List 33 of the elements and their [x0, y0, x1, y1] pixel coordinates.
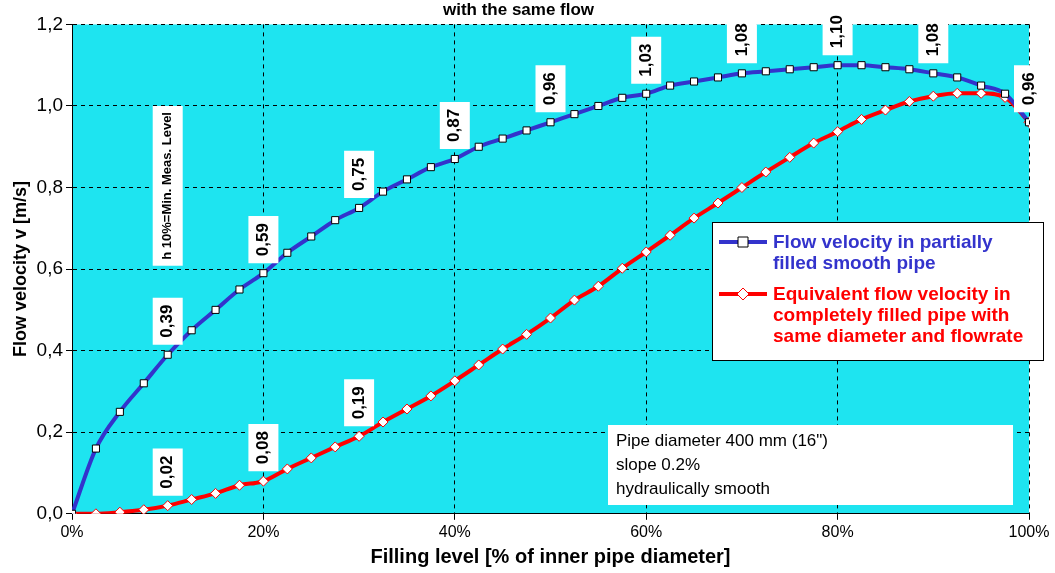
data-label: 1,08 [731, 23, 751, 57]
x-tick-label: 20% [247, 522, 280, 540]
data-label: 0,75 [348, 157, 368, 191]
chart-title: with the same flow [441, 0, 595, 19]
data-label: 0,59 [253, 223, 273, 257]
y-tick-label: 1,0 [36, 94, 64, 116]
x-axis-title: Filling level [% of inner pipe diameter] [370, 544, 731, 567]
annotation: h 10%=Min. Meas. Level [159, 112, 175, 260]
data-label: 1,08 [922, 23, 942, 57]
data-label: 0,87 [444, 108, 464, 142]
data-label: 1,10 [827, 15, 847, 49]
data-label: 1,03 [635, 43, 655, 77]
data-label: 0,96 [540, 72, 560, 106]
legend-label: Equivalent flow velocity in completely filled pipe with same diameter and flowrate [773, 283, 1025, 346]
text-box: Pipe diameter 400 mm (16") slope 0.2% hydraulically smooth [608, 425, 1013, 505]
data-label: 0,39 [157, 304, 177, 338]
y-tick-label: 0,8 [36, 175, 64, 197]
y-tick-label: 0,0 [36, 502, 64, 524]
y-tick-label: 0,6 [36, 257, 64, 279]
y-tick-label: 1,2 [36, 12, 64, 34]
data-label: 0,96 [1018, 72, 1038, 106]
y-tick-label: 0,4 [36, 338, 64, 360]
x-tick-label: 0% [60, 522, 84, 540]
x-tick-label: 80% [821, 522, 854, 540]
data-label: 0,19 [348, 386, 368, 420]
x-tick-label: 100% [1008, 522, 1050, 540]
legend-label: Flow velocity in partially filled smooth pipe [773, 231, 994, 273]
y-axis-title: Flow velocity v [m/s] [9, 181, 30, 358]
data-label: 0,02 [157, 455, 177, 489]
y-tick-label: 0,2 [36, 420, 64, 442]
x-tick-label: 60% [630, 522, 663, 540]
data-label: 0,08 [253, 431, 273, 465]
x-tick-label: 40% [438, 522, 471, 540]
